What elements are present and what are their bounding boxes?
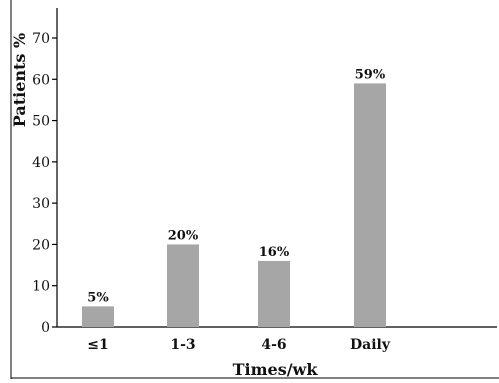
y-axis-title: Patients % <box>10 33 29 127</box>
y-tick-label: 20 <box>32 237 50 253</box>
y-tick-label: 0 <box>41 320 50 336</box>
y-tick-label: 40 <box>32 155 50 171</box>
x-category-label: Daily <box>350 337 391 353</box>
y-tick-label: 50 <box>32 114 50 130</box>
data-label: 59% <box>355 67 386 82</box>
bars <box>82 83 386 328</box>
x-category-label: ≤1 <box>87 337 108 353</box>
bar <box>258 260 290 327</box>
x-category-label: 4-6 <box>261 337 286 353</box>
y-tick-label: 10 <box>32 279 50 295</box>
x-axis-title: Times/wk <box>233 360 319 379</box>
y-tick-label: 30 <box>32 196 50 212</box>
data-label: 20% <box>168 228 199 243</box>
bar <box>354 83 386 328</box>
x-axis-categories: ≤1 1-3 4-6 Daily <box>87 337 391 353</box>
data-label: 5% <box>87 290 109 305</box>
bar <box>167 244 199 327</box>
y-tick-label: 70 <box>32 31 50 47</box>
data-label: 16% <box>259 245 290 260</box>
y-tick-label: 60 <box>32 72 50 88</box>
x-category-label: 1-3 <box>170 337 195 353</box>
bar <box>82 306 114 327</box>
y-axis-ticks: 0 10 20 30 40 50 60 70 <box>32 31 57 336</box>
data-labels: 5% 20% 16% 59% <box>87 67 386 305</box>
